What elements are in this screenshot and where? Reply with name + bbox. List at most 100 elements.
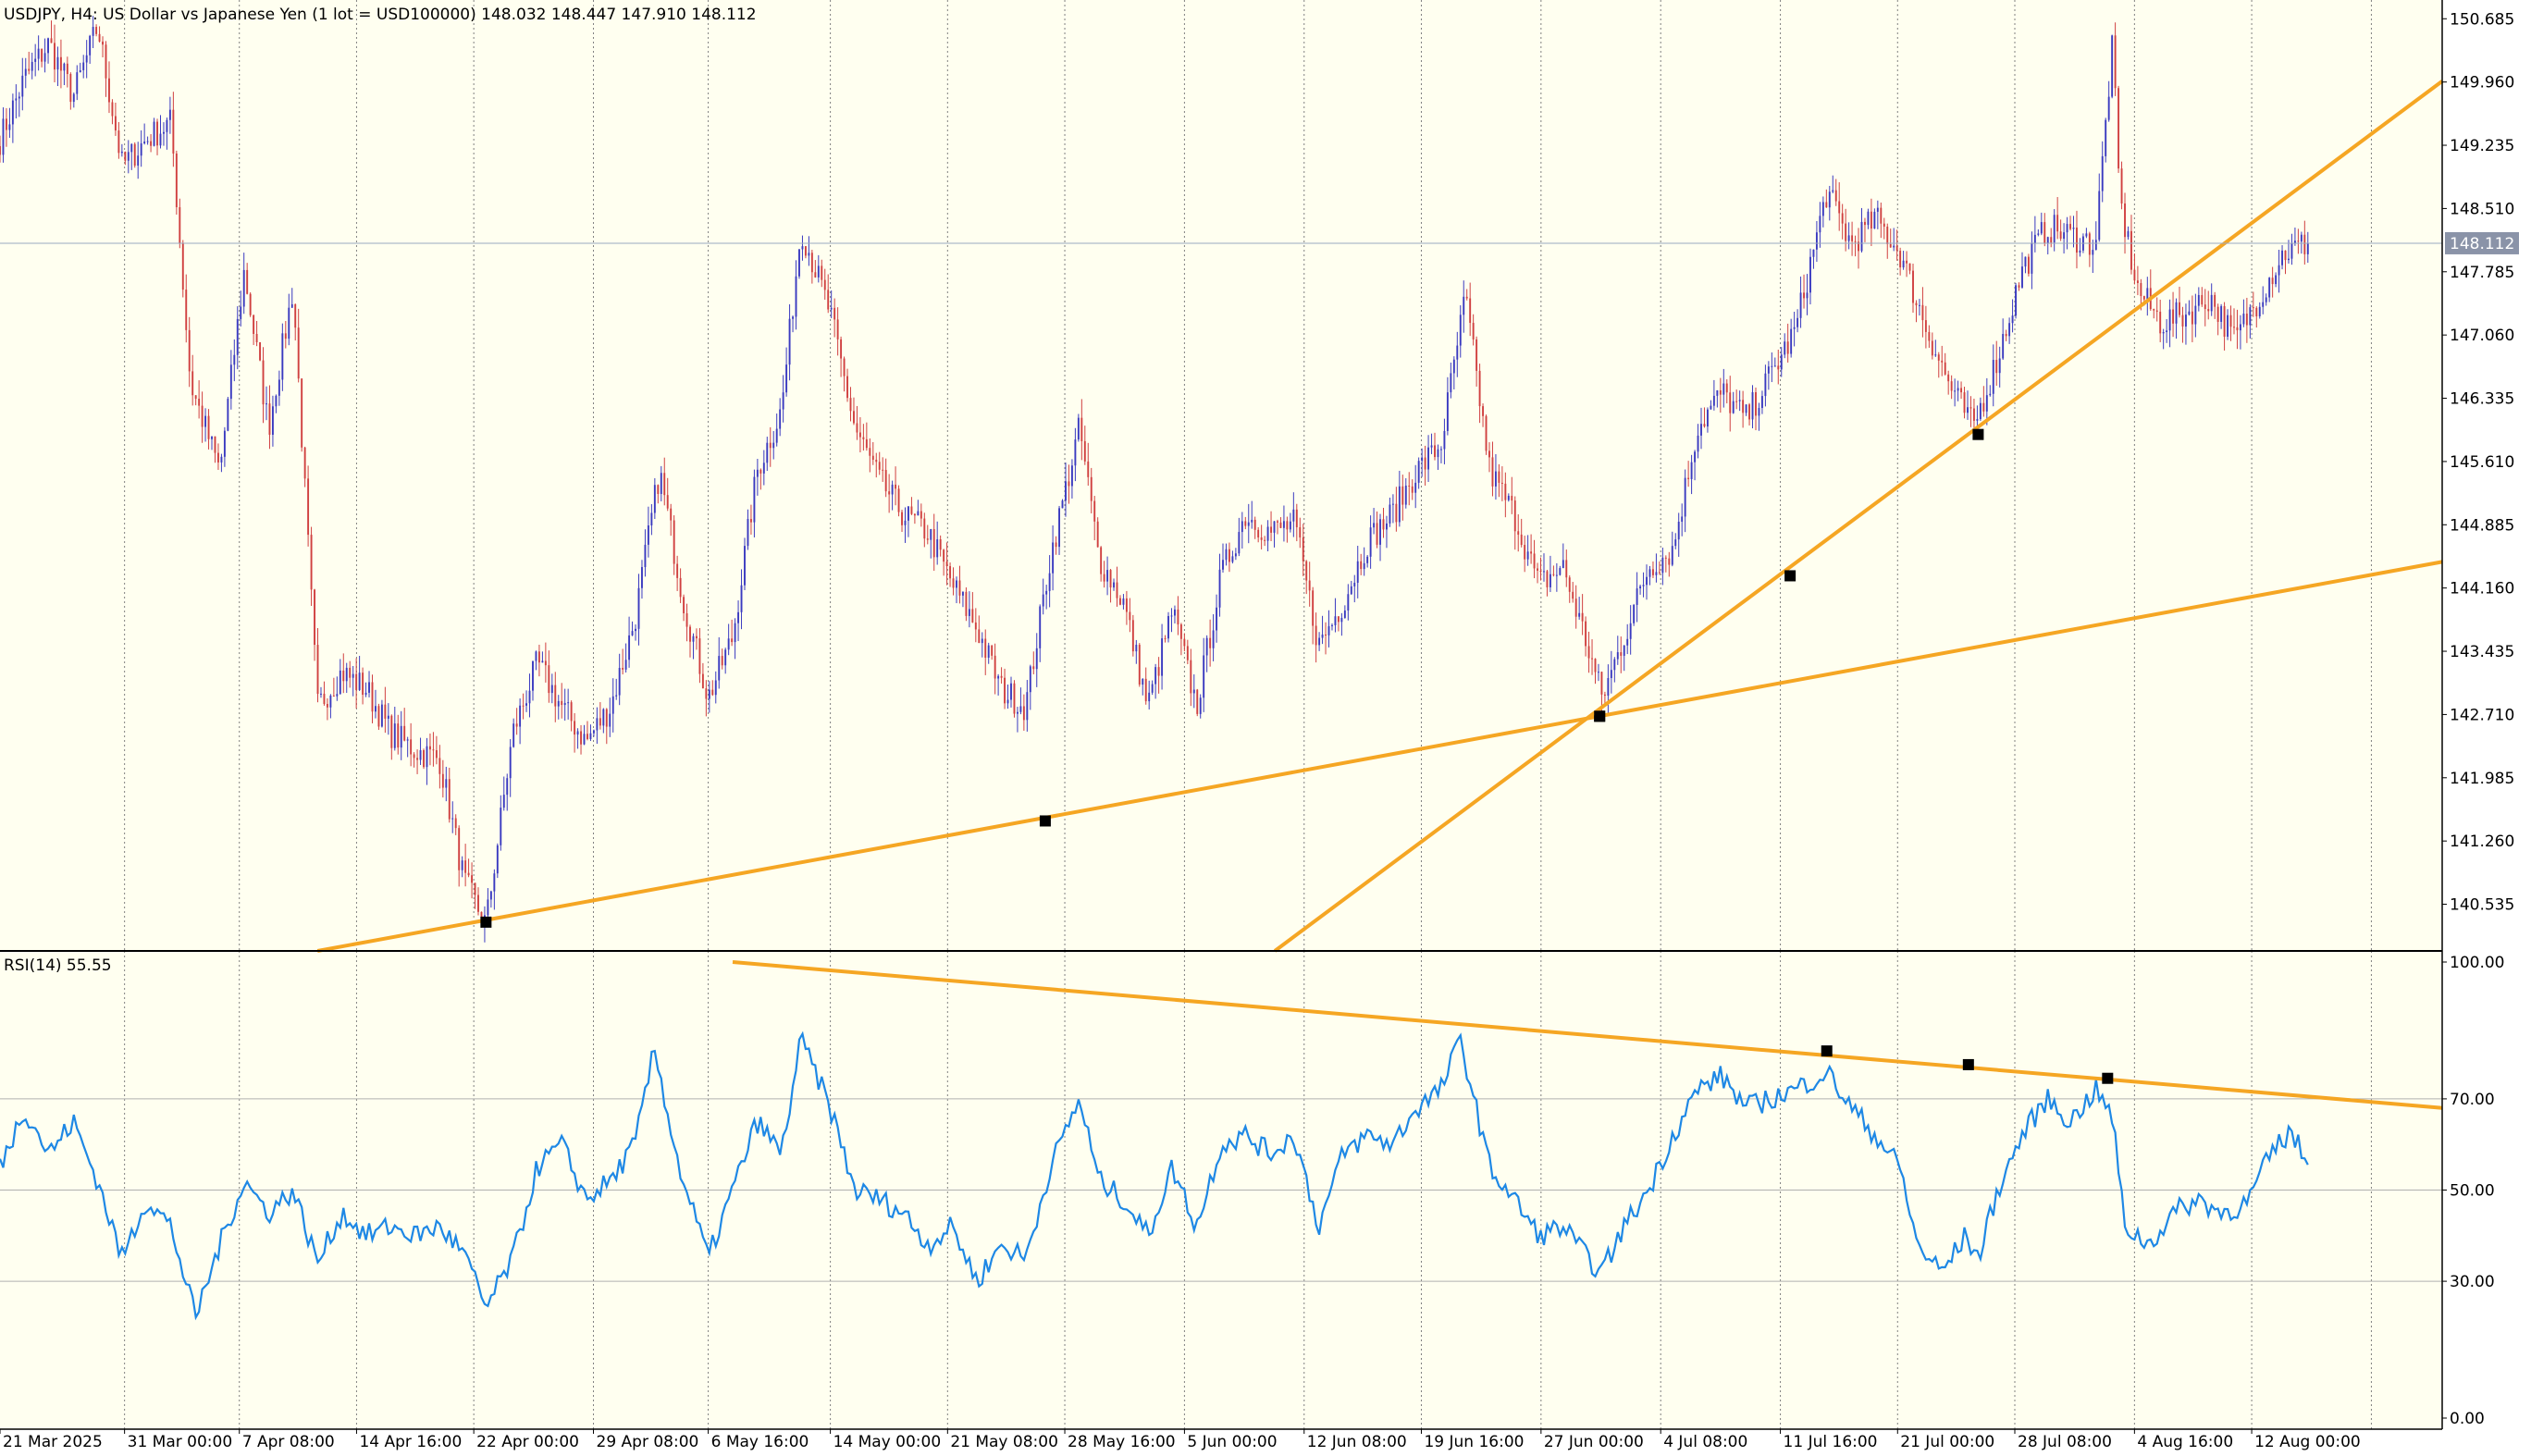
trendline-anchor-point[interactable]: [1972, 428, 1984, 440]
time-label: 28 May 16:00: [1068, 1433, 1176, 1451]
candle-body: [2142, 296, 2145, 300]
candle-body: [143, 142, 146, 144]
candle-body: [403, 725, 406, 741]
candle-body: [89, 35, 92, 56]
candle-body: [216, 452, 219, 463]
candle-body: [1279, 522, 1282, 528]
candle-body: [721, 656, 723, 666]
candle-body: [66, 63, 68, 75]
candle-body: [1664, 557, 1667, 559]
candle-body: [236, 318, 239, 355]
candle-body: [47, 38, 50, 54]
candle-body: [1434, 445, 1436, 458]
trendline-anchor-point[interactable]: [1784, 570, 1796, 582]
candle-body: [1828, 191, 1831, 208]
candle-body: [1620, 652, 1623, 656]
candle-body: [349, 667, 352, 678]
candle-body: [1382, 519, 1385, 530]
candle-body: [303, 447, 306, 479]
candle-body: [1716, 389, 1719, 396]
candle-body: [910, 506, 913, 514]
candle-body: [1895, 245, 1898, 252]
candle-body: [172, 109, 175, 154]
candle-body: [1318, 637, 1321, 646]
candle-body: [1771, 365, 1773, 367]
candle-body: [2114, 35, 2117, 89]
candle-body: [127, 152, 130, 161]
candle-body: [426, 746, 428, 768]
candle-body: [574, 721, 576, 735]
candle-body: [695, 635, 698, 639]
candle-body: [233, 354, 236, 365]
candle-body: [635, 628, 636, 632]
candle-body: [188, 329, 191, 372]
candle-body: [888, 491, 891, 495]
candle-body: [227, 399, 229, 431]
candle-body: [882, 469, 884, 471]
trendline-anchor-point[interactable]: [1962, 1058, 1974, 1070]
candle-body: [1251, 519, 1253, 523]
candle-body: [220, 456, 223, 463]
candle-body: [705, 688, 708, 699]
candle-body: [1061, 500, 1064, 509]
candle-body: [2088, 233, 2091, 255]
time-label: 21 May 08:00: [950, 1433, 1058, 1451]
candle-body: [150, 141, 153, 146]
candle-body: [1526, 551, 1529, 560]
candle-body: [1706, 409, 1709, 427]
candle-body: [792, 316, 794, 319]
candle-body: [1052, 542, 1055, 574]
candle-body: [198, 399, 201, 406]
candle-body: [114, 116, 117, 131]
trendline-anchor-point[interactable]: [2102, 1072, 2114, 1084]
rsi-trendlines[interactable]: [732, 960, 2443, 1110]
candle-body: [858, 432, 861, 438]
candle-body: [92, 27, 94, 36]
candle-body: [1042, 594, 1044, 607]
candle-body: [76, 72, 79, 94]
price-trendlines[interactable]: [316, 80, 2444, 953]
candle-body: [1889, 243, 1892, 248]
candle-body: [2066, 224, 2068, 233]
candle-body: [1270, 526, 1273, 533]
candle-body: [1463, 296, 1465, 315]
candle-body: [875, 459, 878, 463]
trendline-anchor-point[interactable]: [480, 916, 492, 928]
candle-body: [1764, 373, 1767, 397]
candle-body: [923, 518, 926, 539]
candle-body: [2043, 222, 2046, 243]
candle-body: [229, 364, 232, 400]
candle-body: [1591, 658, 1593, 660]
candle-body: [1639, 586, 1642, 589]
candle-body: [1533, 553, 1536, 569]
rsi-series[interactable]: [0, 1030, 2309, 1321]
trendline-anchor-point[interactable]: [1039, 815, 1051, 827]
candle-body: [599, 718, 601, 726]
price-candles[interactable]: [0, 16, 2309, 943]
candle-body: [1109, 570, 1112, 588]
trendline[interactable]: [1273, 80, 2444, 953]
trendline-anchor-point[interactable]: [1594, 710, 1606, 722]
candle-body: [666, 495, 669, 509]
candle-body: [1048, 573, 1051, 591]
candle-body: [1443, 430, 1446, 450]
candle-body: [1228, 549, 1230, 562]
trendline-anchor-point[interactable]: [1821, 1045, 1833, 1057]
candle-body: [11, 100, 14, 125]
candle-body: [445, 779, 448, 788]
candle-body: [1119, 598, 1121, 605]
trendline[interactable]: [732, 960, 2443, 1110]
candle-body: [108, 78, 110, 103]
candle-body: [1090, 476, 1093, 501]
candle-body: [1292, 509, 1295, 522]
candle-body: [253, 315, 255, 334]
candle-body: [1995, 360, 1998, 374]
candle-body: [1218, 569, 1221, 608]
trendline[interactable]: [316, 560, 2443, 953]
candle-body: [943, 549, 945, 562]
rsi-line[interactable]: [0, 1030, 2309, 1321]
candle-body: [2284, 250, 2287, 261]
candle-body: [1343, 611, 1346, 618]
